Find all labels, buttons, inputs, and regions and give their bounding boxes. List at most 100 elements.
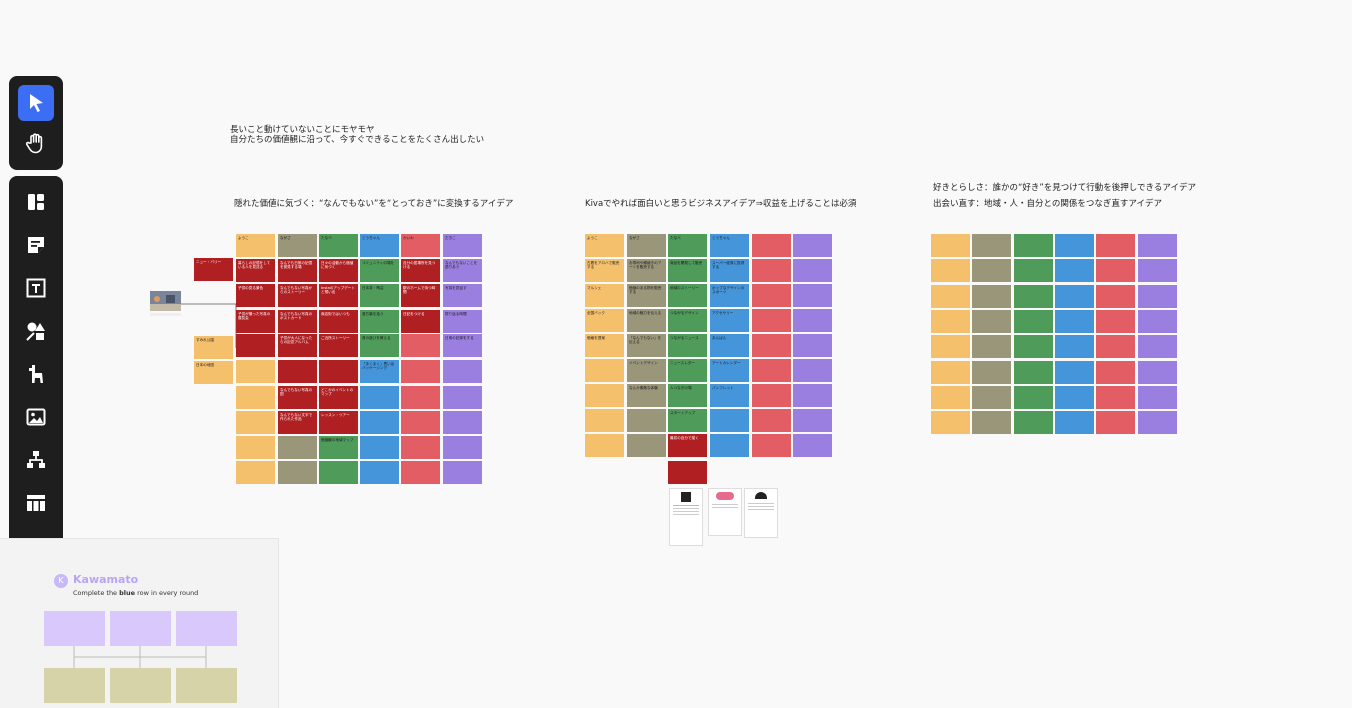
sticky-note[interactable] [278, 436, 317, 459]
sticky-note[interactable]: とうちゃん [360, 234, 399, 257]
sticky-note[interactable]: マルシェ [585, 284, 624, 307]
sticky-note[interactable] [1014, 411, 1053, 435]
sticky-note[interactable]: 商品を開発して販売 [668, 259, 707, 282]
sticky-note[interactable]: 振り返る時間 [443, 310, 482, 333]
sticky-note[interactable] [627, 409, 666, 432]
sticky-note[interactable]: なんでもない写真の図 [278, 386, 317, 409]
sticky-note[interactable] [793, 234, 832, 257]
sticky-note[interactable] [585, 359, 624, 382]
sticky-note[interactable] [401, 436, 440, 459]
sticky-note[interactable] [1138, 234, 1177, 257]
panel-box-khaki[interactable] [44, 668, 105, 703]
sticky-note[interactable] [360, 386, 399, 409]
sticky-note[interactable] [319, 360, 358, 383]
section-title-1[interactable]: 隠れた価値に気づく：“なんでもない”を“とっておき”に変換するアイデア [234, 199, 514, 209]
sticky-note[interactable]: ようこ [585, 234, 624, 257]
doc-card-3[interactable] [744, 488, 778, 538]
sticky-note[interactable]: すみれ公園 [194, 336, 233, 359]
sticky-note[interactable]: 写真を見返す [443, 284, 482, 307]
sticky-note[interactable]: たなべ [319, 234, 358, 257]
sticky-note[interactable]: アクセサリー [710, 309, 749, 332]
doc-card-2[interactable] [708, 488, 742, 536]
shapes-tool[interactable] [18, 313, 54, 349]
select-tool[interactable] [18, 85, 54, 121]
sticky-note[interactable] [972, 284, 1011, 308]
sticky-note[interactable] [1014, 259, 1053, 283]
sticky-note[interactable] [972, 309, 1011, 333]
sticky-note[interactable]: なんでもない文字で作られた作品 [278, 411, 317, 434]
sticky-note[interactable] [443, 386, 482, 409]
sticky-note[interactable] [793, 434, 832, 457]
sticky-note[interactable]: 最初の自分で描く [668, 434, 707, 457]
sticky-note[interactable] [752, 334, 791, 357]
sticky-note[interactable] [931, 411, 970, 435]
llama-tool[interactable] [18, 356, 54, 392]
sticky-note[interactable] [793, 359, 832, 382]
sticky-note[interactable] [1014, 284, 1053, 308]
sticky-note[interactable] [931, 335, 970, 359]
sticky-note[interactable] [443, 436, 482, 459]
sticky-note[interactable]: スタートアップ [668, 409, 707, 432]
sticky-note[interactable] [1096, 284, 1135, 308]
sticky-note[interactable]: とうちゃん [710, 234, 749, 257]
sticky-note[interactable] [1096, 259, 1135, 283]
sticky-note[interactable] [401, 386, 440, 409]
sticky-note[interactable] [1096, 385, 1135, 409]
sticky-note[interactable] [236, 386, 275, 409]
sticky-note[interactable]: かいわ [401, 234, 440, 257]
sticky-note[interactable]: ポップなデザインのスポーツ [710, 284, 749, 307]
sticky-note[interactable] [752, 434, 791, 457]
sticky-note[interactable] [972, 234, 1011, 257]
sticky-note[interactable]: なんか素敵な体験 [627, 384, 666, 407]
panel-box-lavender[interactable] [176, 611, 237, 646]
sticky-note[interactable] [1014, 234, 1053, 257]
sticky-note[interactable]: だきこ [443, 234, 482, 257]
sticky-note[interactable]: つながるニュース [668, 334, 707, 357]
sticky-note[interactable]: イベントデザイン [627, 359, 666, 382]
sticky-note[interactable] [401, 360, 440, 383]
sticky-note[interactable]: 古着をアロハで販売する [585, 259, 624, 282]
sticky-note[interactable] [1014, 360, 1053, 384]
section-title-2[interactable]: Kivaでやれば面白いと思うビジネスアイデア⇒収益を上げることは必須 [585, 199, 857, 209]
sticky-note[interactable] [585, 434, 624, 457]
sticky-note[interactable] [278, 360, 317, 383]
image-tool[interactable] [18, 399, 54, 435]
sticky-note[interactable]: ニュー・バリー [194, 258, 233, 281]
sticky-note[interactable]: お寿司や鯛焼きのアートを販売する [627, 259, 666, 282]
sticky-note[interactable] [752, 409, 791, 432]
sticky-note[interactable]: Instaのアップデートと想い出 [319, 284, 358, 307]
sticky-note[interactable]: アートカレンダー [710, 359, 749, 382]
sticky-note[interactable] [1096, 335, 1135, 359]
sticky-note[interactable] [236, 461, 275, 484]
template-panel[interactable]: K Kawamato Complete the blue row in ever… [0, 538, 279, 708]
sticky-note[interactable]: たなべ [668, 234, 707, 257]
diagram-tool[interactable] [18, 442, 54, 478]
sticky-note[interactable] [931, 259, 970, 283]
sticky-note[interactable] [1138, 411, 1177, 435]
sticky-note[interactable] [236, 360, 275, 383]
sticky-note[interactable]: 全国バック [585, 309, 624, 332]
sticky-note[interactable] [1055, 259, 1094, 283]
sticky-note[interactable]: コミュニティの場を [360, 259, 399, 282]
sticky-note[interactable] [1014, 385, 1053, 409]
sticky-note[interactable] [585, 409, 624, 432]
sticky-note[interactable]: なんでもない写真のポストカード [278, 310, 317, 333]
sticky-note[interactable] [1096, 411, 1135, 435]
intro-line-1[interactable]: 長いこと動けていないことにモヤモヤ [230, 125, 375, 135]
sticky-note[interactable]: なんでもないことを語りあう [443, 259, 482, 282]
sticky-note[interactable] [1138, 335, 1177, 359]
sticky-note[interactable]: どこかのイベントのマップ [319, 386, 358, 409]
sticky-note[interactable] [1138, 309, 1177, 333]
sticky-note[interactable] [236, 436, 275, 459]
sticky-note[interactable]: 子供の見る景色 [236, 284, 275, 307]
sticky-note[interactable] [1014, 335, 1053, 359]
sticky-note[interactable] [401, 411, 440, 434]
sticky-note-tool[interactable] [18, 227, 54, 263]
sticky-note[interactable] [793, 384, 832, 407]
sticky-note[interactable] [360, 461, 399, 484]
sticky-note[interactable] [1055, 234, 1094, 257]
sticky-note[interactable] [1055, 335, 1094, 359]
sticky-note[interactable]: 「なんでもない」を伝える [627, 334, 666, 357]
sticky-note[interactable] [585, 384, 624, 407]
text-tool[interactable] [18, 270, 54, 306]
